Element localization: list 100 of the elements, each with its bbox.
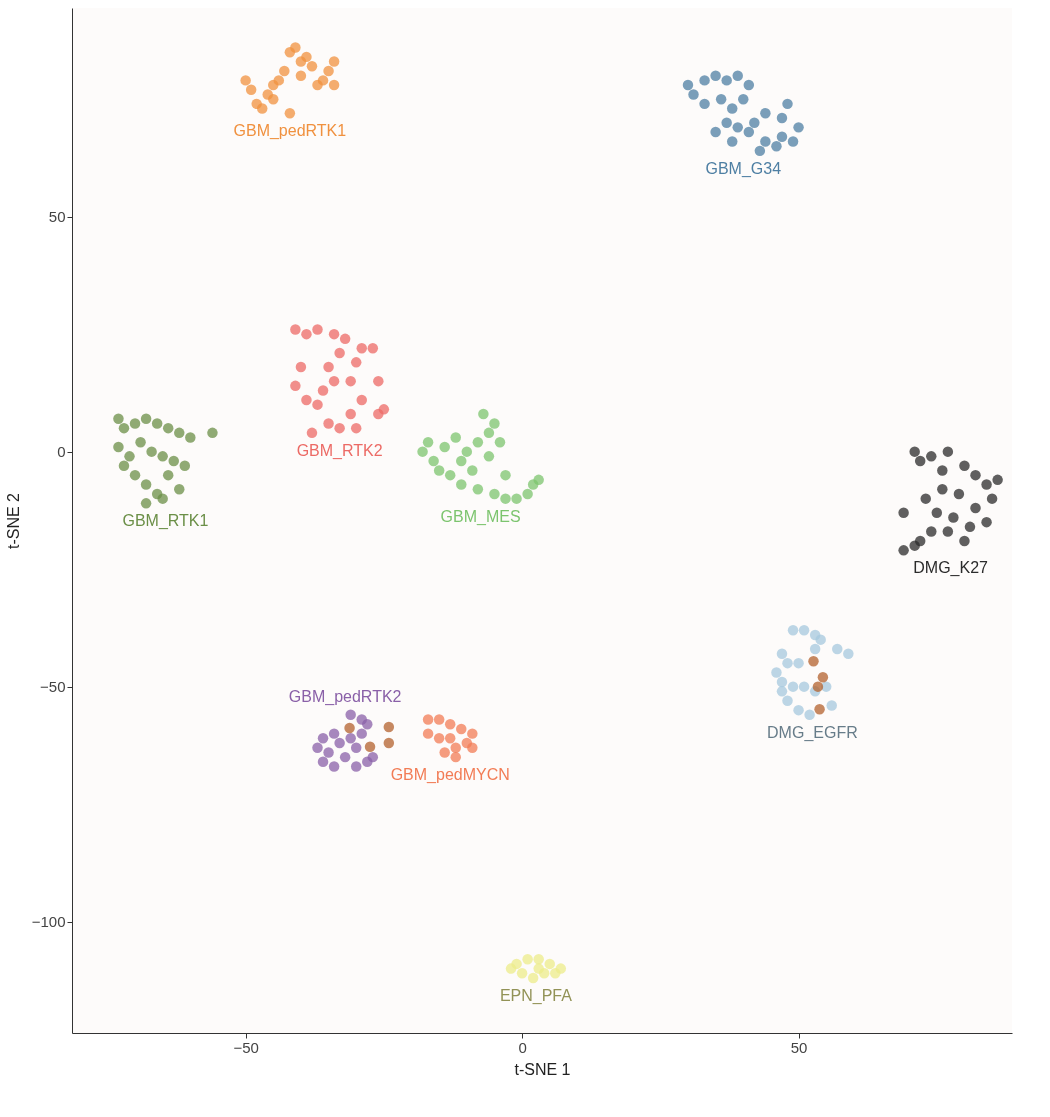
point <box>776 686 788 697</box>
point <box>306 427 318 439</box>
point <box>356 343 367 354</box>
point <box>328 375 340 387</box>
point <box>317 756 329 768</box>
point <box>433 733 445 744</box>
point <box>367 343 379 354</box>
series-label: DMG_EGFR <box>767 723 858 742</box>
point <box>926 451 937 462</box>
point <box>345 375 356 387</box>
point <box>378 404 390 415</box>
point <box>920 493 931 504</box>
point <box>339 333 351 345</box>
point <box>334 737 345 749</box>
point <box>793 704 804 716</box>
point <box>312 79 323 91</box>
point <box>312 742 323 753</box>
point <box>364 741 376 753</box>
point <box>290 42 301 53</box>
point <box>417 446 428 457</box>
point <box>456 479 467 490</box>
point <box>776 648 788 659</box>
point <box>516 968 528 979</box>
point <box>808 656 819 667</box>
point <box>339 751 351 763</box>
point <box>467 728 478 739</box>
point <box>439 441 450 453</box>
point <box>328 761 340 772</box>
point <box>505 963 517 974</box>
point <box>301 328 312 340</box>
point <box>179 460 191 471</box>
point <box>959 460 970 471</box>
point <box>533 953 544 965</box>
point <box>699 75 710 86</box>
point <box>350 357 362 368</box>
y-axis-title: t-SNE 2 <box>4 492 22 550</box>
point <box>793 122 804 133</box>
point <box>489 418 500 429</box>
series-label: DMG_K27 <box>913 559 989 578</box>
point <box>207 427 218 439</box>
point <box>279 65 290 77</box>
point <box>483 451 495 462</box>
x-axis-title: t-SNE 1 <box>514 1060 571 1078</box>
point <box>323 418 334 429</box>
point <box>312 324 323 335</box>
series-label: GBM_RTK2 <box>296 441 383 460</box>
point <box>964 521 976 533</box>
series-label: GBM_pedMYCN <box>390 766 510 785</box>
point <box>550 968 561 979</box>
point <box>450 432 461 443</box>
point <box>157 493 168 504</box>
point <box>522 488 533 500</box>
point <box>317 385 329 396</box>
point <box>240 75 251 86</box>
point <box>367 751 379 763</box>
point <box>710 126 721 138</box>
point <box>738 93 749 105</box>
point <box>898 545 909 556</box>
point <box>444 719 456 730</box>
point <box>533 474 544 486</box>
y-tick-label: −100 <box>31 913 66 931</box>
point <box>511 493 522 504</box>
point <box>328 56 340 67</box>
point <box>301 51 312 63</box>
point <box>345 709 356 721</box>
series-label: EPN_PFA <box>499 987 573 1006</box>
point <box>478 408 489 420</box>
point <box>295 70 307 81</box>
point <box>754 145 766 157</box>
point <box>970 502 981 514</box>
point <box>118 460 130 471</box>
point <box>970 469 981 481</box>
point <box>715 93 727 105</box>
point <box>422 437 434 448</box>
point <box>699 98 710 110</box>
point <box>356 728 367 739</box>
point <box>527 972 539 984</box>
point <box>804 709 815 721</box>
point <box>898 507 909 518</box>
point <box>140 479 152 490</box>
point <box>328 79 340 91</box>
point <box>500 493 511 504</box>
point <box>914 535 926 547</box>
point <box>383 737 395 749</box>
point <box>350 422 362 434</box>
point <box>798 681 810 692</box>
x-tick-label: −50 <box>233 1038 259 1056</box>
point <box>328 328 340 340</box>
point <box>787 625 799 636</box>
point <box>472 437 484 448</box>
point <box>776 676 788 688</box>
point <box>992 474 1003 486</box>
point <box>942 526 954 537</box>
point <box>776 131 788 142</box>
y-tick-label: −50 <box>40 678 66 696</box>
point <box>760 108 771 119</box>
series-label: GBM_G34 <box>705 159 782 178</box>
point <box>306 61 318 72</box>
point <box>344 722 355 734</box>
point <box>953 488 965 500</box>
